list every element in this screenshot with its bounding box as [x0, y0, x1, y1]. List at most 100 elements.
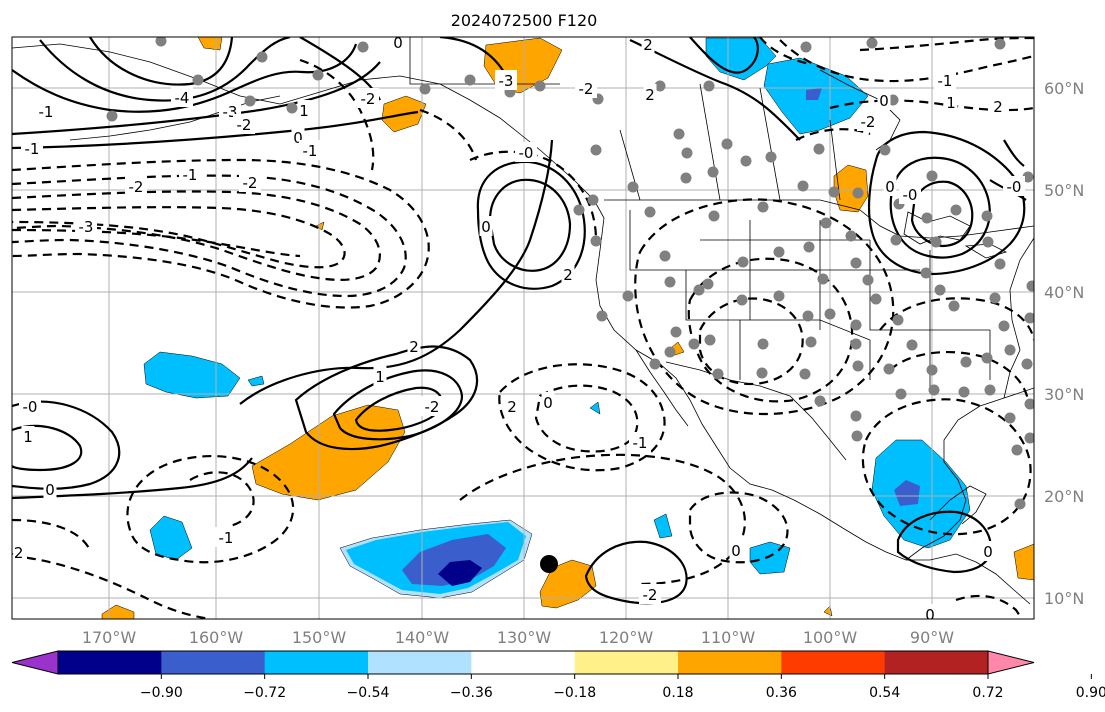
colorbar-tick-label: 0.54: [869, 685, 900, 701]
station-marker: [740, 155, 752, 167]
coast-baja: [635, 349, 689, 427]
contour-dashed-23: [859, 37, 1034, 52]
contour-dashed-11: [498, 363, 666, 472]
contour-label: -3: [499, 72, 514, 90]
contour-solid-20: [867, 130, 1026, 276]
shade-negative-tiny-c: [589, 401, 601, 415]
contour-label: 0: [879, 92, 889, 110]
contour-label-bg: [944, 92, 958, 112]
station-marker: [1021, 358, 1033, 370]
station-marker: [773, 246, 785, 258]
station-marker: [106, 110, 118, 122]
colorbar-tick-label: 0.72: [972, 685, 1003, 701]
contour-label-bg: [43, 479, 57, 499]
border-us-mexico: [665, 361, 847, 461]
shade-negative-east-pacific-mid: [402, 534, 506, 586]
colorbar-tick-label: 0.90: [1076, 685, 1105, 701]
station-marker: [1022, 171, 1034, 183]
station-marker: [1004, 412, 1016, 424]
contour-label-bg: [495, 70, 517, 90]
shade-positive-southeast: [539, 559, 597, 609]
station-marker: [590, 144, 602, 156]
contour-label-bg: [1003, 176, 1025, 196]
contour-label: -1: [25, 140, 40, 158]
lat-label: 40°N: [1044, 283, 1084, 302]
contour-dashed-21: [779, 39, 1034, 83]
station-marker: [852, 360, 864, 372]
contour-label-bg: [391, 37, 405, 52]
station-marker: [1004, 344, 1016, 356]
contour-label: -2: [643, 586, 658, 604]
contour-dashed-26: [419, 108, 478, 161]
shade-negative-tiny-d: [749, 541, 791, 575]
contour-label: -2: [129, 178, 144, 196]
lat-label: 10°N: [1044, 589, 1084, 608]
colorbar-tick-label: −0.72: [243, 685, 286, 701]
contour-label-bg: [171, 87, 193, 107]
station-marker: [879, 144, 891, 156]
station-marker: [721, 138, 733, 150]
contour-dashed-25: [299, 58, 375, 171]
contour-label-bg: [643, 84, 657, 104]
contour-dashed-8: [189, 471, 255, 528]
contour-label: 0: [983, 543, 993, 561]
lon-label: 90°W: [910, 628, 954, 647]
colorbar-swatch: [574, 651, 679, 674]
lon-label: 130°W: [497, 628, 552, 647]
contour-label: -0: [1007, 178, 1022, 196]
contour-label: -0: [23, 398, 38, 416]
contour-label-bg: [215, 527, 237, 547]
station-marker: [994, 258, 1006, 270]
contour-dashed-28: [955, 594, 1023, 619]
station-marker: [707, 166, 719, 178]
station-marker: [573, 204, 585, 216]
station-marker: [712, 368, 724, 380]
station-marker: [930, 236, 942, 248]
contour-dashed-14: [688, 491, 789, 564]
station-marker: [244, 95, 256, 107]
station-marker: [654, 80, 666, 92]
contour-label: 0: [885, 178, 895, 196]
map-frame: [11, 36, 1035, 620]
station-marker: [958, 386, 970, 398]
station-marker: [596, 310, 608, 322]
colorbar-tick-label: 0.18: [662, 685, 693, 701]
station-marker: [850, 319, 862, 331]
colorbar-swatch: [161, 651, 266, 674]
contour-label: 0: [481, 218, 491, 236]
station-marker: [773, 290, 785, 302]
contour-label-bg: [297, 100, 311, 120]
station-marker: [693, 284, 705, 296]
station-marker: [803, 241, 815, 253]
contour-label: 2: [563, 266, 573, 284]
station-marker: [680, 172, 692, 184]
contour-label-bg: [12, 542, 27, 562]
contour-solid-24: [1003, 139, 1025, 167]
lon-label: 100°W: [803, 628, 858, 647]
station-marker: [948, 300, 960, 312]
map-panel: -1-2-3-20-11-4-3-2-1-10-2-3 -2-022 0-11 2-2…: [11, 36, 1035, 620]
contour-dashed-12: [534, 384, 639, 453]
contour-label-bg: [857, 111, 879, 131]
contour-label: 1: [23, 428, 33, 446]
contour-label: 2: [645, 86, 655, 104]
contour-solid-17: [488, 178, 572, 272]
colorbar-swatch: [781, 651, 886, 674]
colorbar-swatch: [264, 651, 369, 674]
contour-dashed-18: [861, 398, 1032, 536]
contour-label-bg: [729, 540, 743, 560]
station-marker: [824, 308, 836, 320]
contour-label-bg: [899, 184, 921, 204]
contour-label: -1: [633, 434, 648, 452]
station-marker: [850, 257, 862, 269]
station-marker: [984, 384, 996, 396]
station-marker: [800, 41, 812, 53]
contour-label: 0: [731, 542, 741, 560]
shade-positive-caribbean-edge: [1013, 543, 1034, 581]
contour-label-bg: [19, 396, 41, 416]
station-marker: [622, 290, 634, 302]
lat-label: 50°N: [1044, 181, 1084, 200]
station-marker: [757, 201, 769, 213]
lon-label: 170°W: [82, 628, 137, 647]
